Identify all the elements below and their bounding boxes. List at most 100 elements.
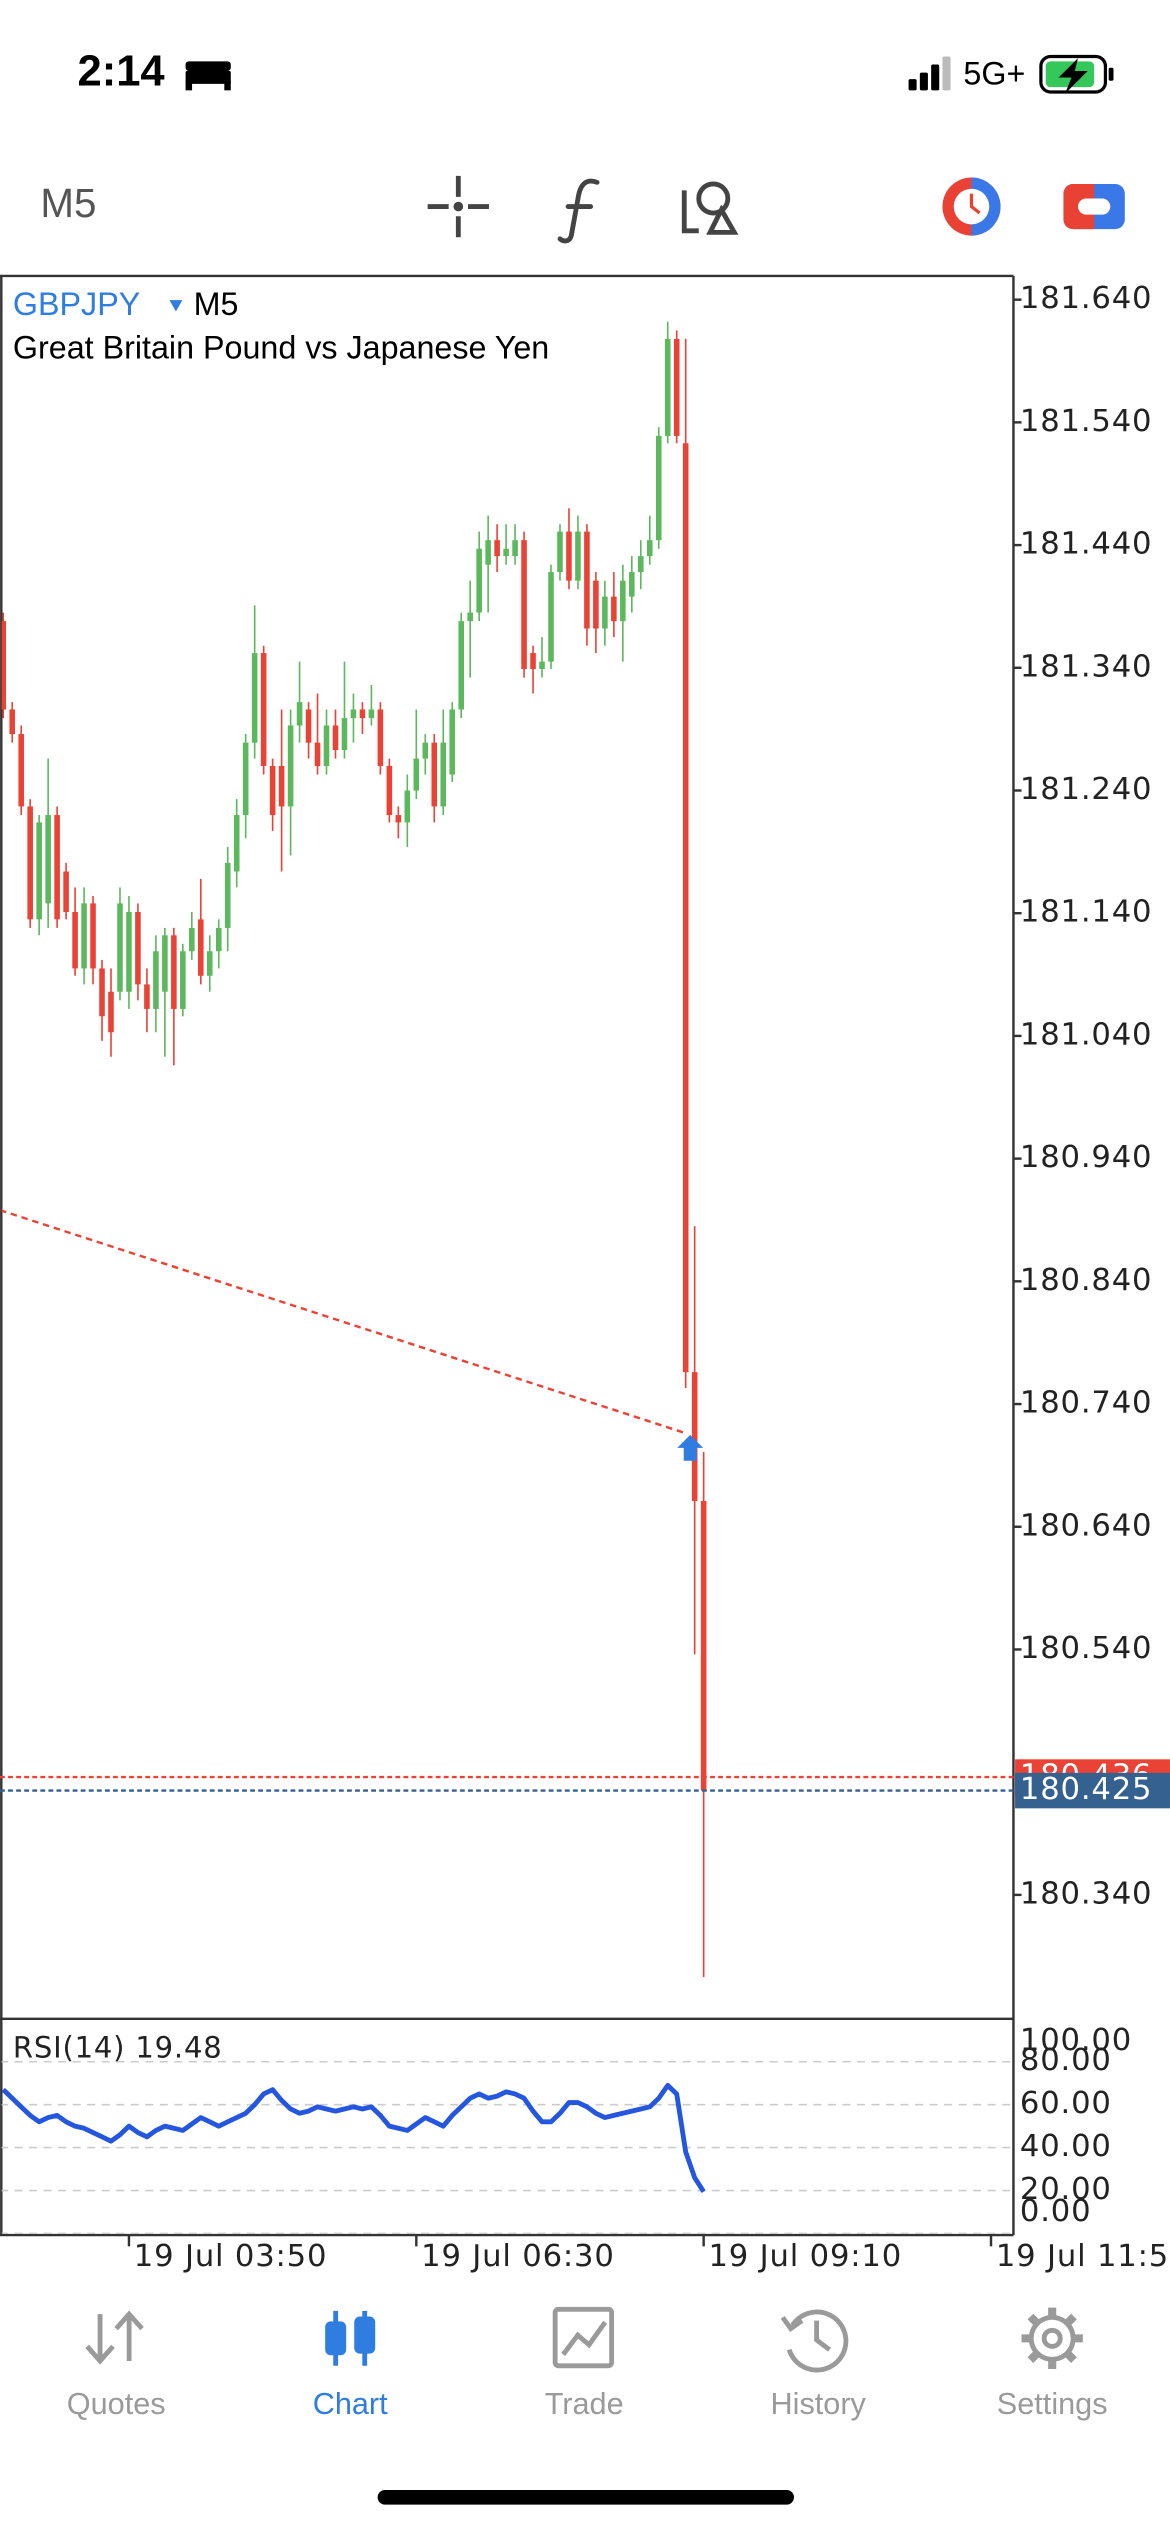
candle-body [135, 911, 141, 985]
network-label: 5G+ [963, 55, 1025, 91]
tab-label[interactable]: Settings [997, 2387, 1108, 2421]
objects-button[interactable] [681, 181, 739, 235]
candle-body [54, 815, 60, 920]
y-tick-label: 180.940 [1020, 1140, 1152, 1175]
candle-body [269, 765, 276, 816]
candle-body [36, 822, 42, 920]
candle-body [81, 903, 87, 969]
candle-body [153, 951, 159, 1009]
y-tick-label: 180.640 [1020, 1508, 1152, 1543]
rsi-tick-label: 60.00 [1020, 2086, 1112, 2121]
candle-body [278, 765, 285, 807]
price-plot [1, 321, 707, 1978]
candle-body [9, 709, 16, 735]
y-tick-label: 181.140 [1020, 895, 1152, 930]
rsi-line [1, 2082, 706, 2193]
candle-body [72, 911, 78, 969]
candle-body [655, 435, 662, 541]
y-tick-label: 181.340 [1020, 649, 1152, 684]
candle-body [296, 702, 303, 726]
candle-body [305, 709, 312, 743]
y-tick-label: 181.640 [1020, 281, 1152, 316]
candle-body [440, 742, 447, 807]
rsi-plot [1, 2060, 1014, 2234]
symbol-label[interactable]: GBPJPY [13, 286, 140, 322]
candle-body [682, 443, 689, 1373]
settings-icon[interactable] [1021, 2307, 1083, 2370]
candle-body [449, 709, 456, 775]
y-tick-label: 181.540 [1020, 404, 1152, 439]
chart-subtitle: Great Britain Pound vs Japanese Yen [13, 330, 549, 366]
candle-body [467, 612, 473, 622]
candle-body [108, 991, 114, 1033]
candle-body [566, 531, 572, 581]
chart-icon[interactable] [325, 2310, 376, 2366]
bid-line-label: 180.425 [1020, 1772, 1152, 1807]
candle-body [664, 338, 671, 436]
candle-body [314, 742, 321, 766]
home-indicator [377, 2490, 794, 2505]
candle-body [422, 742, 429, 759]
indicators-button[interactable] [557, 178, 600, 244]
candle-body [18, 734, 24, 807]
trendline [1, 1209, 687, 1435]
candle-body [485, 540, 491, 565]
candle-body [458, 621, 464, 710]
candle-body [189, 927, 195, 952]
candle-body [377, 709, 384, 766]
candle-body [368, 709, 375, 719]
status-time: 2:14 [77, 48, 164, 96]
candle-body [512, 540, 518, 557]
candle-body [323, 725, 330, 766]
candle-body [215, 927, 222, 952]
candle-body [63, 871, 69, 912]
candle-body [584, 531, 590, 629]
candle-body [494, 540, 500, 557]
x-tick-label: 19 Jul 11:50 [996, 2239, 1170, 2274]
candle-body [530, 653, 536, 670]
rsi-title: RSI(14) 19.48 [13, 2030, 223, 2064]
x-tick-label: 19 Jul 09:10 [708, 2239, 902, 2274]
candle-body [611, 596, 617, 622]
candle-body [548, 572, 554, 662]
y-tick-label: 180.540 [1020, 1631, 1152, 1666]
candle-body [99, 968, 105, 1017]
candle-body [602, 596, 608, 629]
candle-body [287, 725, 294, 807]
candle-body [90, 903, 96, 969]
signal-icon [908, 56, 951, 91]
tab-label[interactable]: Quotes [67, 2387, 166, 2421]
one-click-trading-button[interactable] [942, 177, 1001, 236]
candle-body [575, 531, 581, 581]
candle-body [431, 742, 438, 807]
candle-body [242, 742, 249, 816]
rsi-tick-label: 40.00 [1020, 2129, 1112, 2164]
x-tick-label: 19 Jul 03:50 [134, 2239, 328, 2274]
candle-body [117, 903, 123, 992]
tab-label[interactable]: Chart [313, 2387, 388, 2421]
candle-body [593, 580, 599, 629]
candle-body [386, 765, 393, 816]
trade-button[interactable] [1063, 183, 1125, 230]
rsi-tick-label: 0.00 [1020, 2194, 1092, 2229]
toolbar-timeframe[interactable]: M5 [40, 180, 96, 226]
crosshair-button[interactable] [427, 175, 489, 238]
tab-label[interactable]: Trade [545, 2387, 624, 2421]
candle-body [395, 815, 402, 823]
tab-label[interactable]: History [770, 2387, 866, 2421]
symbol-dropdown-icon[interactable] [169, 300, 183, 312]
candle-body [620, 580, 626, 622]
candle-body [503, 548, 509, 557]
candle-body [700, 1500, 707, 1791]
candle-body [180, 951, 186, 1009]
y-tick-label: 181.040 [1020, 1017, 1152, 1052]
candle-body [359, 709, 366, 719]
y-tick-label: 180.340 [1020, 1876, 1152, 1911]
candle-body [144, 984, 150, 1009]
history-icon[interactable] [780, 2309, 849, 2373]
quotes-icon[interactable] [85, 2310, 144, 2365]
y-tick-label: 180.740 [1020, 1386, 1152, 1421]
candle-body [404, 790, 411, 823]
trade-icon[interactable] [552, 2306, 615, 2369]
